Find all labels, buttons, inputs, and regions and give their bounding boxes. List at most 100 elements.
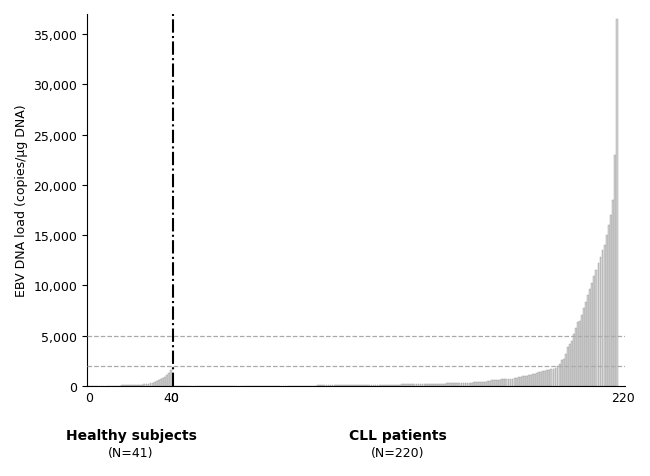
Bar: [139, 385, 141, 386]
Bar: [153, 383, 155, 386]
Bar: [489, 381, 491, 386]
Bar: [561, 360, 562, 386]
Bar: [406, 385, 407, 386]
Bar: [463, 383, 464, 386]
Bar: [614, 155, 616, 386]
Bar: [485, 382, 487, 386]
Bar: [395, 385, 397, 386]
Bar: [597, 264, 599, 386]
Bar: [448, 383, 450, 386]
Bar: [436, 384, 438, 386]
Text: Healthy subjects: Healthy subjects: [66, 428, 196, 442]
Bar: [438, 384, 440, 386]
Bar: [376, 385, 378, 386]
Bar: [162, 378, 164, 386]
Bar: [362, 385, 364, 386]
Bar: [495, 380, 497, 386]
Bar: [417, 384, 419, 386]
Bar: [506, 379, 508, 386]
Bar: [146, 384, 148, 386]
Bar: [532, 375, 534, 386]
Bar: [424, 384, 426, 386]
Bar: [515, 378, 517, 386]
Bar: [514, 378, 515, 386]
Bar: [544, 371, 546, 386]
Bar: [595, 270, 597, 386]
Bar: [428, 384, 430, 386]
Text: (N=220): (N=220): [371, 446, 424, 459]
Bar: [583, 309, 585, 386]
Bar: [381, 385, 383, 386]
Bar: [471, 383, 473, 386]
Bar: [442, 384, 444, 386]
Bar: [542, 371, 544, 386]
Bar: [477, 382, 478, 386]
Bar: [510, 379, 512, 386]
Bar: [137, 385, 139, 386]
Bar: [512, 379, 514, 386]
Bar: [352, 385, 354, 386]
Bar: [387, 385, 389, 386]
Bar: [460, 383, 462, 386]
Bar: [573, 335, 575, 386]
Bar: [552, 369, 554, 386]
Bar: [540, 372, 542, 386]
Bar: [499, 380, 501, 386]
Bar: [452, 383, 454, 386]
Bar: [479, 382, 481, 386]
Bar: [415, 385, 417, 386]
Bar: [379, 385, 380, 386]
Bar: [432, 384, 434, 386]
Bar: [372, 385, 374, 386]
Bar: [356, 385, 358, 386]
Bar: [534, 375, 536, 386]
Bar: [599, 257, 601, 386]
Bar: [522, 377, 524, 386]
Bar: [493, 380, 495, 386]
Bar: [354, 385, 356, 386]
Bar: [350, 385, 352, 386]
Bar: [370, 385, 372, 386]
Bar: [549, 370, 551, 386]
Bar: [156, 381, 157, 386]
Bar: [151, 383, 153, 386]
Bar: [588, 296, 589, 386]
Bar: [403, 385, 405, 386]
Bar: [391, 385, 393, 386]
Bar: [508, 379, 510, 386]
Bar: [360, 385, 362, 386]
Bar: [411, 385, 413, 386]
Bar: [518, 377, 519, 386]
Bar: [142, 385, 143, 386]
Bar: [422, 384, 424, 386]
Bar: [131, 385, 133, 386]
Bar: [590, 289, 592, 386]
Bar: [474, 382, 476, 386]
Bar: [385, 385, 387, 386]
Bar: [440, 384, 442, 386]
Bar: [367, 385, 369, 386]
Bar: [558, 365, 560, 386]
Bar: [606, 236, 608, 386]
Bar: [592, 283, 593, 386]
Bar: [575, 328, 577, 386]
Bar: [374, 385, 376, 386]
Bar: [358, 385, 360, 386]
Bar: [616, 20, 617, 386]
Bar: [401, 385, 403, 386]
Bar: [501, 379, 503, 386]
Bar: [389, 385, 391, 386]
Bar: [483, 382, 485, 386]
Bar: [430, 384, 432, 386]
Bar: [383, 385, 385, 386]
Bar: [426, 384, 428, 386]
Bar: [608, 226, 610, 386]
Bar: [148, 384, 150, 386]
Bar: [610, 216, 612, 386]
Bar: [456, 383, 458, 386]
Bar: [467, 383, 469, 386]
Bar: [585, 302, 587, 386]
Bar: [524, 377, 526, 386]
Bar: [164, 377, 166, 386]
Bar: [473, 383, 474, 386]
